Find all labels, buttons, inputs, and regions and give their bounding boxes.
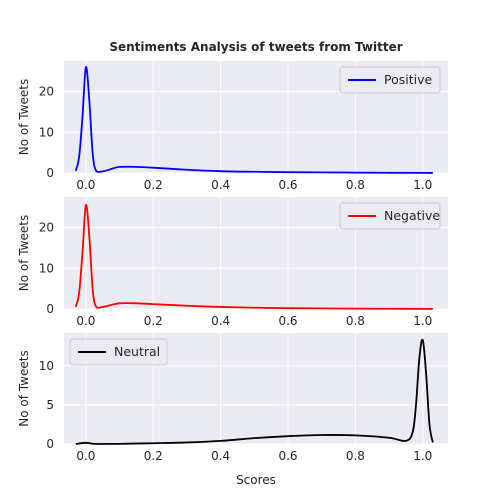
y-tick-label: 10 xyxy=(39,261,54,275)
legend-label: Positive xyxy=(384,72,432,87)
x-tick-label: 0.4 xyxy=(211,449,230,463)
x-tick-label: 0.4 xyxy=(211,314,230,328)
figure-title: Sentiments Analysis of tweets from Twitt… xyxy=(109,40,402,54)
x-tick-label: 0.6 xyxy=(278,449,297,463)
x-tick-label: 0.6 xyxy=(278,314,297,328)
series-line-negative xyxy=(74,204,433,310)
y-tick-label: 5 xyxy=(46,398,54,412)
y-tick-label: 10 xyxy=(39,359,54,373)
y-tick-label: 20 xyxy=(39,85,54,99)
series-line-positive xyxy=(74,66,433,174)
x-tick-label: 1.0 xyxy=(413,314,432,328)
y-tick-label: 10 xyxy=(39,125,54,139)
x-tick-label: 1.0 xyxy=(413,178,432,192)
x-tick-label: 0.8 xyxy=(346,449,365,463)
x-tick-label: 1.0 xyxy=(413,449,432,463)
y-tick-label: 0 xyxy=(46,302,54,316)
legend: Negative xyxy=(339,202,441,230)
x-axis-label: Scores xyxy=(236,473,276,487)
x-tick-label: 0.2 xyxy=(144,178,163,192)
x-tick-label: 0.4 xyxy=(211,178,230,192)
legend: Positive xyxy=(339,66,441,94)
y-axis-label: No of Tweets xyxy=(17,215,31,291)
legend: Neutral xyxy=(69,338,168,366)
x-tick-label: 0.8 xyxy=(346,178,365,192)
x-tick-label: 0.2 xyxy=(144,314,163,328)
x-tick-label: 0.6 xyxy=(278,178,297,192)
x-tick-label: 0.0 xyxy=(76,449,95,463)
x-tick-label: 0.2 xyxy=(144,449,163,463)
y-axis-label: No of Tweets xyxy=(17,350,31,426)
y-tick-label: 0 xyxy=(46,166,54,180)
chart-panel-neutral: 0.0 0.2 0.4 0.6 0.8 1.0 0 5 10 No of Tweets Neutra… xyxy=(17,333,448,463)
legend-label: Negative xyxy=(384,208,440,223)
x-tick-label: 0.0 xyxy=(76,314,95,328)
legend-box xyxy=(339,202,441,230)
legend-label: Neutral xyxy=(114,344,160,359)
legend-box xyxy=(339,66,441,94)
legend-box xyxy=(69,338,168,366)
x-tick-label: 0.8 xyxy=(346,314,365,328)
chart-panel-negative: 0.0 0.2 0.4 0.6 0.8 1.0 0 10 20 No of Tweets Negat… xyxy=(17,197,448,328)
series-line-neutral xyxy=(75,338,434,445)
chart-panel-positive: 0.0 0.2 0.4 0.6 0.8 1.0 0 10 20 No of Tweets Posit… xyxy=(17,61,448,192)
x-tick-label: 0.0 xyxy=(76,178,95,192)
y-tick-label: 20 xyxy=(39,221,54,235)
y-tick-label: 0 xyxy=(46,437,54,451)
y-axis-label: No of Tweets xyxy=(17,79,31,155)
